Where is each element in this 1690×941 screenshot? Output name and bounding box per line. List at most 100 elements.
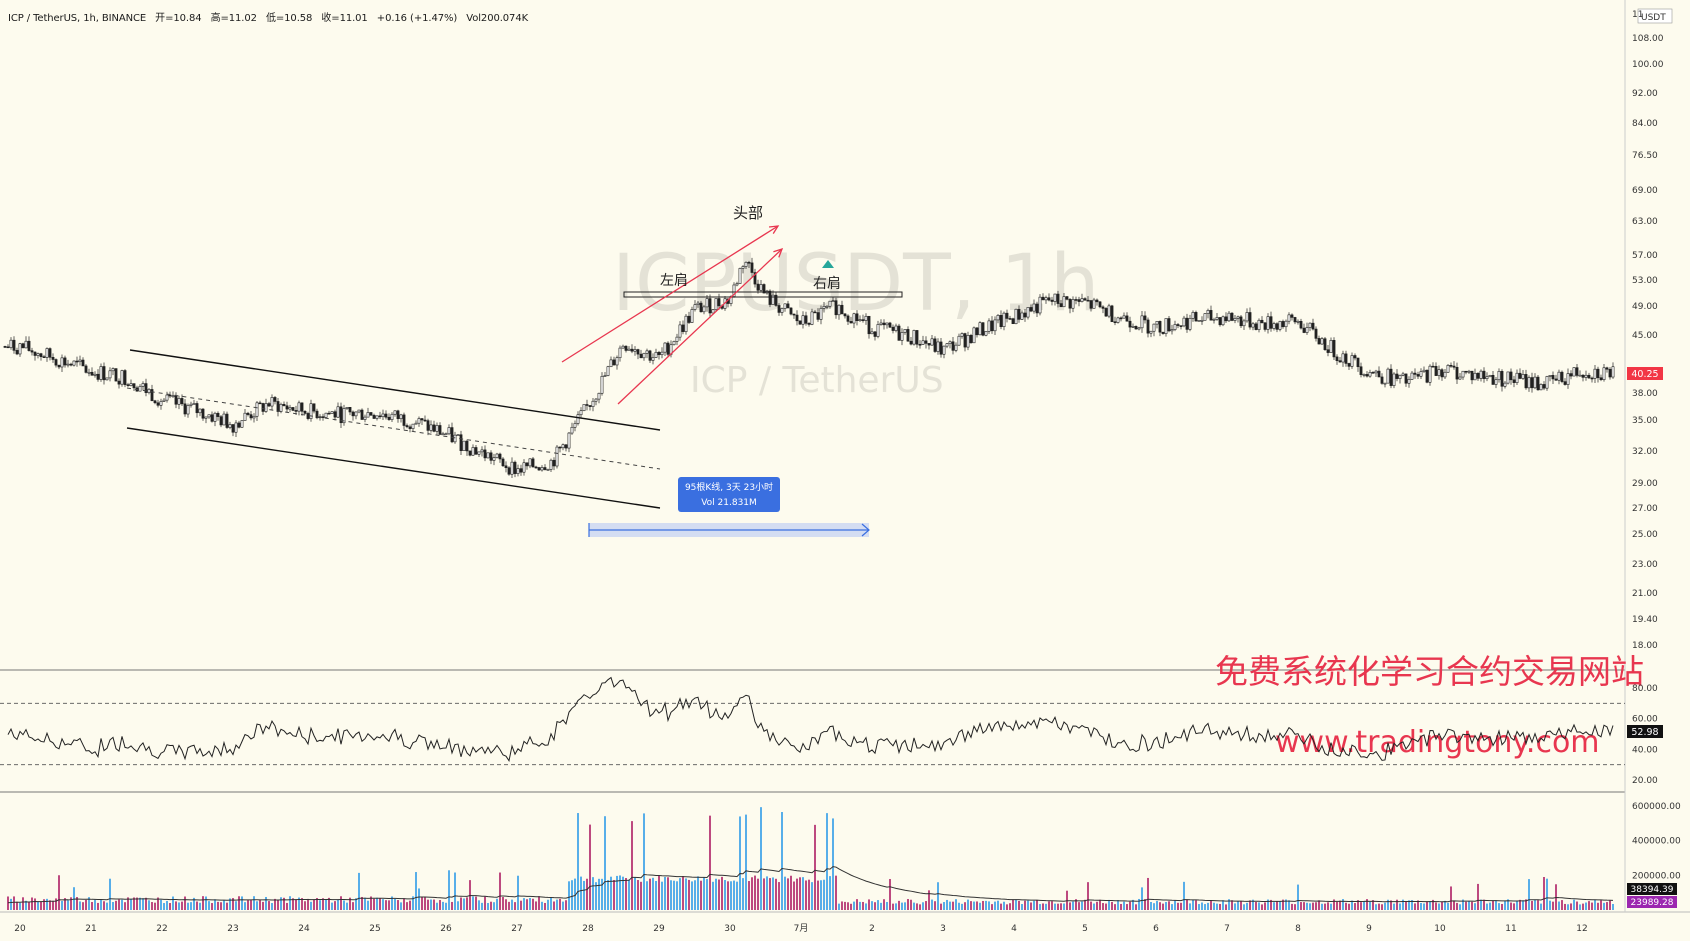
candle-body [288, 407, 292, 410]
volume-bar [103, 901, 105, 910]
volume-ma-line [7, 866, 1614, 904]
volume-bar [49, 900, 51, 910]
volume-bar [1525, 899, 1527, 910]
candle-body [327, 412, 331, 415]
time-tick-label: 27 [511, 924, 522, 934]
candle-body [216, 412, 220, 417]
volume-bar [1576, 901, 1578, 910]
volume-bar [184, 896, 186, 910]
candle-body [1566, 373, 1570, 385]
candle-body [1137, 327, 1141, 330]
volume-bar [313, 899, 315, 910]
volume-bar [865, 903, 867, 910]
volume-bar [1240, 900, 1242, 910]
volume-bar [790, 875, 792, 910]
volume-bar [1369, 901, 1371, 910]
volume-bar [598, 878, 600, 910]
time-tick-label: 23 [227, 924, 238, 934]
candle-body [1290, 314, 1294, 318]
candle-body [1311, 322, 1315, 330]
volume-bar [811, 882, 813, 910]
volume-bar [559, 898, 561, 910]
candle-body [1194, 312, 1198, 322]
candle-body [1179, 325, 1183, 327]
volume-bar [991, 904, 993, 910]
candle-body [1164, 318, 1168, 334]
volume-bar [367, 900, 369, 910]
price-tick-label: 21.00 [1632, 589, 1658, 599]
volume-bar [328, 897, 330, 910]
candle-body [273, 397, 277, 402]
candle-body [1332, 340, 1336, 358]
candle-body [240, 420, 244, 428]
volume-bar [787, 878, 789, 910]
candle-body [312, 403, 316, 412]
volume-bar [784, 876, 786, 910]
neckline-box[interactable] [623, 291, 903, 298]
volume-bar [754, 875, 756, 910]
candle-body [1563, 381, 1567, 385]
volume-bar [637, 880, 639, 910]
candle-body [1599, 377, 1603, 380]
candle-body [963, 333, 967, 348]
volume-bar [1468, 900, 1470, 910]
candle-body [1608, 368, 1612, 378]
volume-bar [748, 881, 750, 910]
volume-bar [604, 816, 606, 910]
candle-body [663, 342, 667, 353]
volume-bar [1006, 904, 1008, 910]
volume-bar [1039, 904, 1041, 910]
volume-bar [646, 881, 648, 910]
time-tick-label: 26 [440, 924, 452, 934]
volume-bar [295, 899, 297, 910]
trend-arrow-upper[interactable] [561, 225, 779, 363]
candle-body [816, 312, 820, 320]
candle-body [1356, 357, 1360, 368]
candle-body [459, 434, 463, 452]
volume-bar [1321, 903, 1323, 910]
trend-arrow-lower[interactable] [617, 248, 783, 405]
candle-body [849, 321, 853, 324]
volume-bar [100, 899, 102, 910]
candle-body [1203, 313, 1207, 321]
candle-body [1053, 293, 1057, 302]
channel-upper-line[interactable] [129, 349, 661, 431]
range-label-box[interactable] [678, 477, 780, 512]
candle-body [504, 465, 508, 468]
channel-lower-line[interactable] [126, 427, 661, 509]
volume-bar [358, 872, 360, 910]
volume-bar [631, 821, 633, 910]
candle-body [894, 325, 898, 331]
candle-body [564, 444, 568, 449]
volume-bar [520, 900, 522, 910]
volume-bar [241, 896, 243, 910]
candle-body [432, 424, 436, 432]
range-vol-label: Vol 21.831M [701, 498, 757, 508]
volume-bar [1591, 902, 1593, 910]
volume-bar [862, 901, 864, 910]
candle-body [843, 313, 847, 317]
channel-mid-line[interactable] [126, 387, 661, 470]
volume-bar [673, 880, 675, 910]
candle-body [897, 325, 901, 341]
candle-body [1155, 321, 1159, 325]
candle-body [1281, 321, 1285, 328]
volume-tag-b-box [1627, 896, 1677, 908]
candle-body [1464, 370, 1468, 373]
candle-body [1452, 365, 1456, 368]
candle-body [666, 342, 670, 355]
volume-tag-a-box [1627, 883, 1677, 895]
volume-bar [1300, 902, 1302, 910]
candle-body [1530, 377, 1534, 389]
candle-body [1173, 324, 1177, 330]
candle-body [786, 303, 790, 309]
candle-body [330, 411, 334, 414]
candle-body [24, 340, 28, 349]
price-tick-label: 45.00 [1632, 331, 1658, 341]
volume-bar [799, 877, 801, 910]
candle-body [1518, 372, 1522, 379]
candle-body [1341, 353, 1345, 363]
volume-bar [529, 898, 531, 910]
candle-body [870, 331, 874, 335]
